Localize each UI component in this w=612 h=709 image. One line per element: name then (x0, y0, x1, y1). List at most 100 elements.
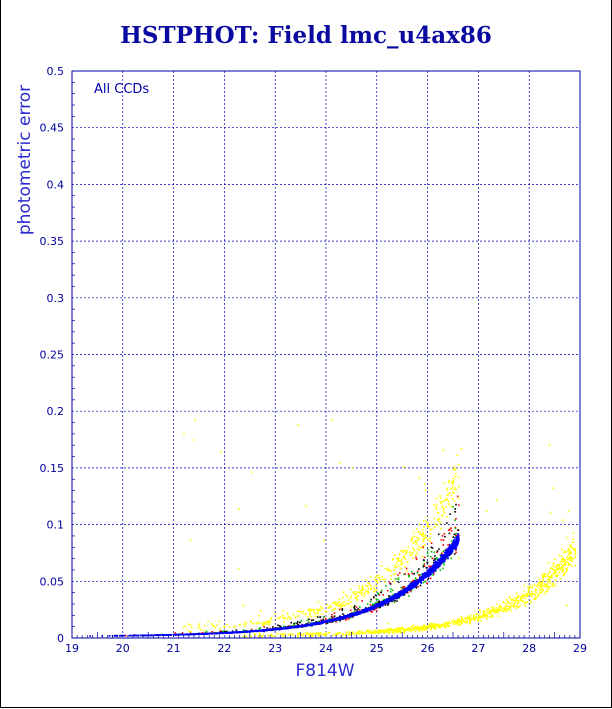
data-point-yellow (298, 632, 300, 635)
data-point (389, 583, 392, 585)
data-point-yellow (288, 616, 290, 618)
data-point (448, 549, 451, 552)
data-point-yellow (259, 622, 262, 624)
data-point-yellow (448, 625, 451, 627)
data-point-yellow (393, 569, 395, 571)
data-point-yellow (572, 541, 574, 544)
data-point-yellow (523, 584, 526, 587)
data-point-yellow (426, 625, 428, 628)
data-point-yellow (270, 633, 272, 636)
data-point (211, 633, 214, 635)
data-point-yellow (530, 593, 532, 595)
data-point (411, 582, 413, 585)
data-point-yellow (536, 585, 538, 587)
data-point-yellow (423, 538, 425, 540)
data-point-yellow (549, 567, 552, 569)
data-point-yellow (413, 535, 416, 538)
data-point-yellow (352, 631, 354, 633)
data-point (443, 555, 446, 558)
data-point (308, 621, 310, 623)
data-point-yellow (498, 605, 501, 607)
data-point-yellow (390, 575, 393, 577)
data-point (403, 589, 406, 591)
data-point-yellow (339, 632, 341, 634)
data-point-yellow (529, 585, 532, 588)
data-point-yellow (368, 583, 371, 586)
data-point-yellow (372, 586, 375, 589)
data-point (351, 615, 353, 617)
x-tick-label: 26 (421, 642, 435, 655)
data-point (414, 583, 416, 585)
data-point-yellow (570, 552, 572, 555)
data-point (310, 623, 312, 626)
data-point (208, 632, 211, 635)
data-point-yellow (516, 592, 518, 594)
data-point-yellow (371, 632, 373, 634)
data-point-yellow (447, 624, 449, 626)
data-point-yellow (485, 610, 488, 613)
data-point-yellow (540, 592, 543, 594)
data-point-yellow (292, 613, 295, 616)
data-point-yellow (557, 568, 559, 571)
data-point (396, 597, 399, 599)
data-point-yellow (341, 596, 344, 599)
data-point-yellow (373, 588, 376, 590)
data-point-yellow (307, 616, 309, 618)
data-point-yellow (568, 563, 570, 565)
data-point-yellow (267, 634, 270, 637)
data-point (308, 618, 310, 621)
data-point-yellow (388, 569, 391, 572)
data-point (435, 566, 438, 569)
data-point (344, 615, 347, 618)
data-point-yellow (353, 633, 356, 636)
data-point (386, 600, 389, 603)
data-point (429, 565, 432, 568)
data-point (397, 593, 400, 595)
data-point-yellow (460, 616, 463, 619)
data-point-yellow (423, 483, 426, 486)
data-point-yellow (453, 469, 456, 471)
data-point (281, 627, 284, 630)
data-point-yellow (545, 586, 548, 588)
data-point-yellow (479, 611, 482, 614)
data-point-yellow (551, 567, 553, 570)
data-point (452, 536, 455, 538)
data-point-yellow (452, 468, 455, 470)
data-point-yellow (571, 558, 573, 560)
data-point-yellow (521, 594, 524, 596)
data-point-yellow (345, 634, 347, 637)
data-point-yellow (528, 593, 530, 596)
data-point-yellow (436, 511, 439, 514)
data-point-yellow (400, 564, 402, 566)
data-point (375, 603, 378, 605)
data-point (426, 572, 429, 575)
data-point (455, 547, 458, 549)
data-point (437, 566, 439, 569)
data-point (408, 589, 411, 592)
data-point-yellow (504, 608, 507, 611)
data-point-yellow (409, 628, 412, 630)
data-point (455, 540, 457, 542)
data-point-yellow (437, 625, 440, 627)
data-point-yellow (538, 594, 540, 596)
data-point (444, 560, 446, 562)
data-point-yellow (540, 583, 542, 586)
data-point-yellow (391, 629, 394, 632)
data-point-yellow (563, 572, 566, 575)
data-point-yellow (365, 579, 367, 581)
data-point-yellow (555, 579, 557, 582)
data-point-yellow (562, 557, 564, 559)
data-point (231, 632, 234, 634)
data-point (440, 554, 442, 557)
data-point (284, 627, 286, 629)
data-point-yellow (369, 632, 372, 634)
data-point-yellow (482, 610, 484, 613)
data-point-yellow (563, 563, 566, 565)
data-point-yellow (343, 600, 345, 603)
data-point (450, 548, 453, 551)
data-point-yellow (355, 596, 358, 598)
data-point-yellow (423, 526, 425, 528)
data-point (373, 606, 375, 609)
data-point (345, 619, 347, 621)
data-point-yellow (487, 608, 490, 610)
